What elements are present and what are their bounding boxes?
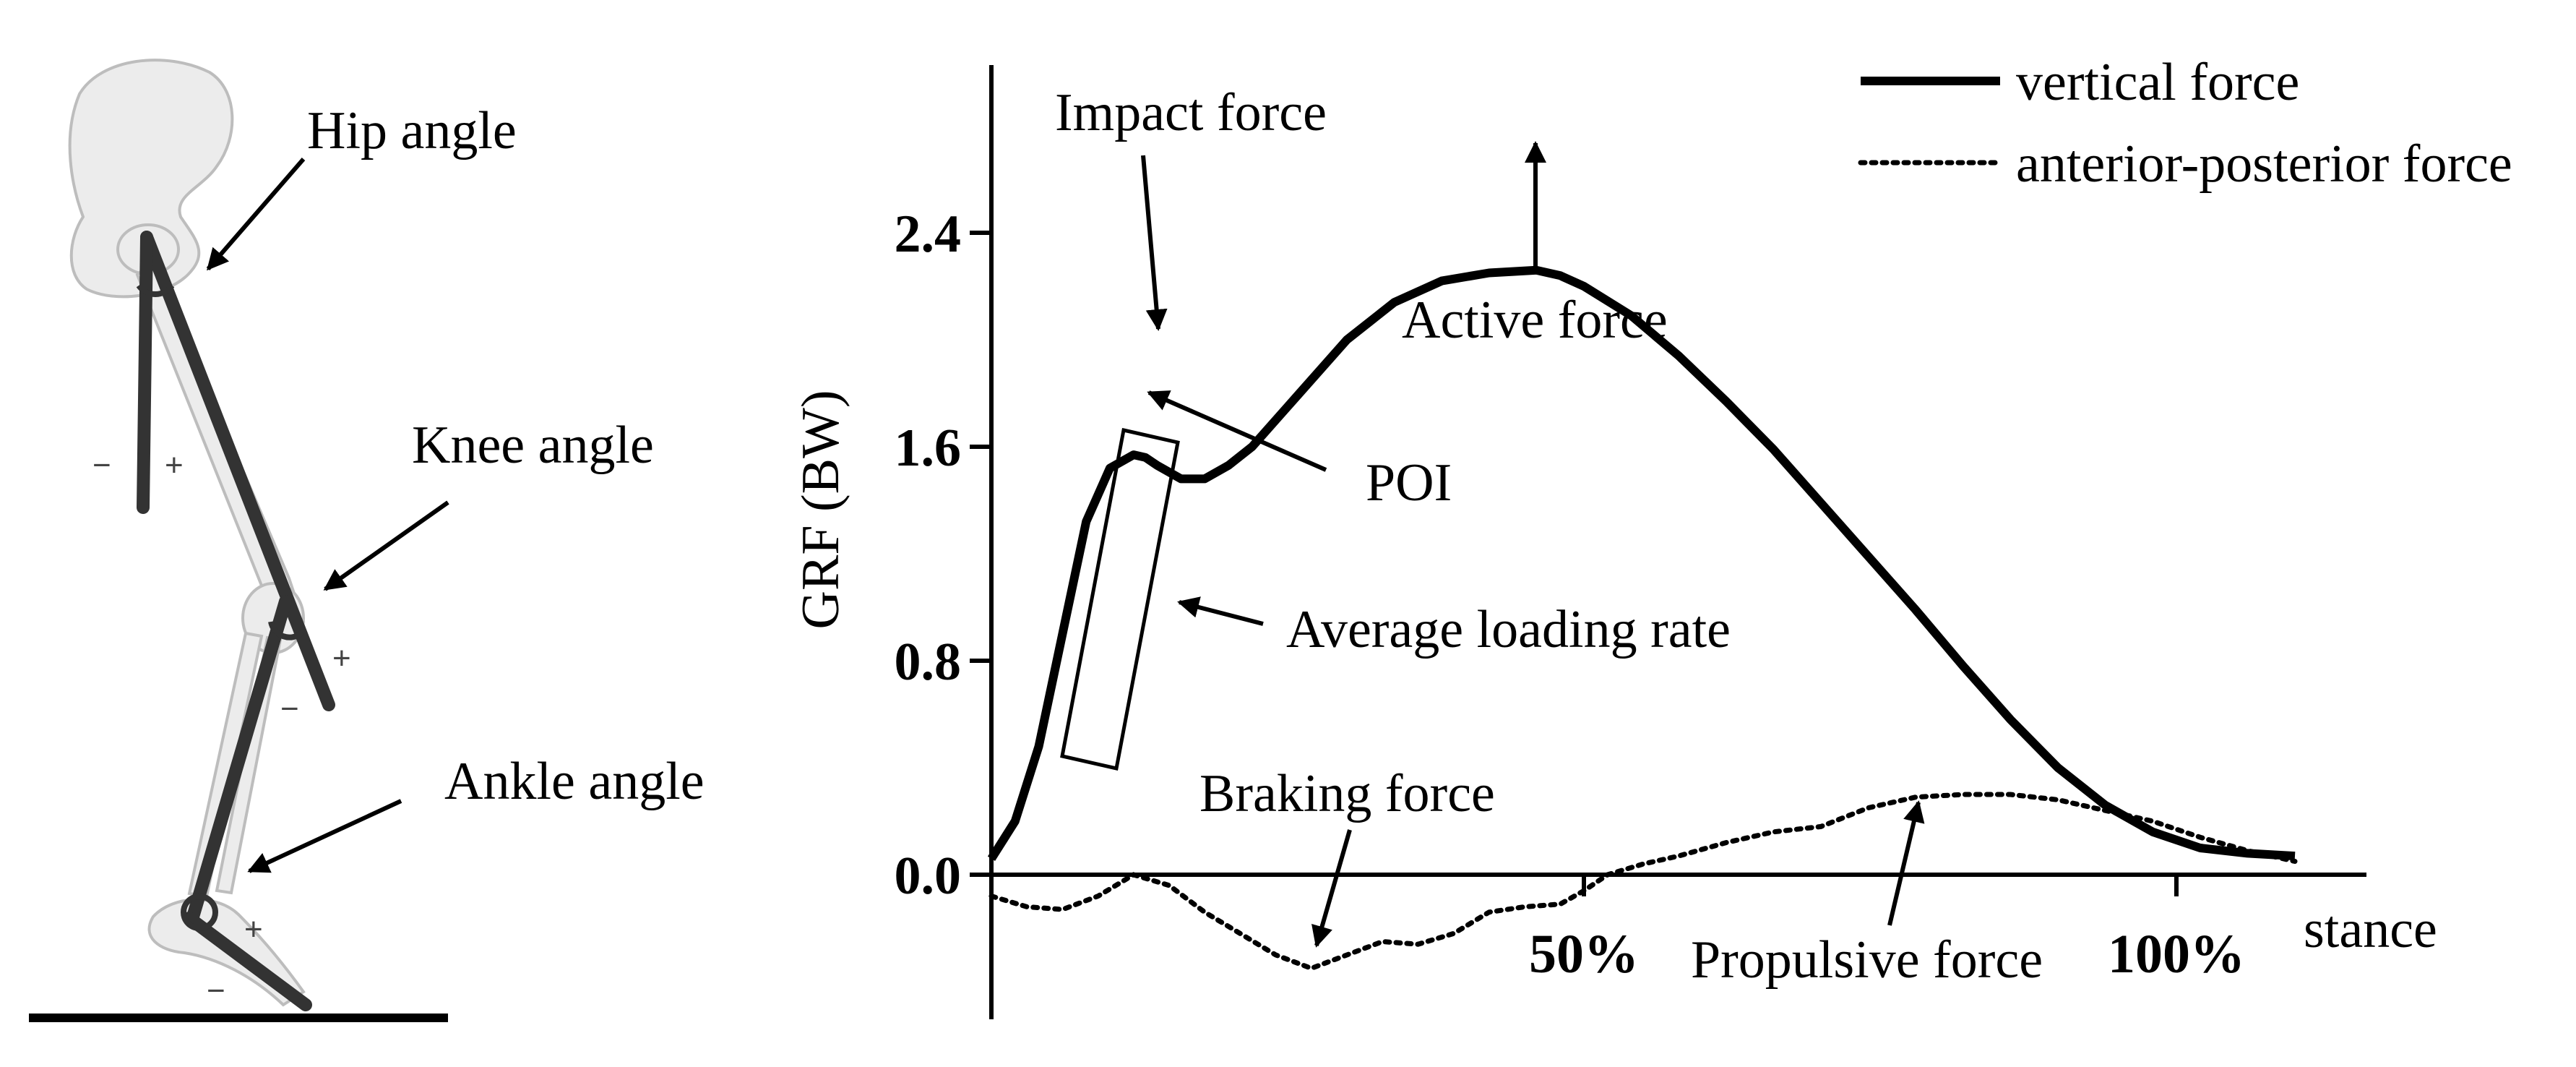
angle-signs: − + + − + − [92, 447, 351, 1008]
propulsive-force-label: Propulsive force [1691, 930, 2043, 990]
foot-segment [183, 912, 312, 1011]
limb-segments [137, 231, 335, 1011]
x-tick-label: 50% [1529, 924, 1639, 985]
y-axis-label: GRF (BW) [791, 390, 850, 630]
poi-arrow [1147, 390, 1327, 472]
y-tick-label: 0.0 [895, 847, 962, 906]
hip-minus-sign: − [92, 447, 111, 483]
legend-label-anterior-posterior-force: anterior-posterior force [2016, 134, 2512, 194]
knee-plus-sign: + [332, 640, 351, 676]
x-axis-label: stance [2304, 900, 2437, 959]
shank-segment [185, 595, 292, 928]
legend: vertical force anterior-posterior force [1858, 53, 2512, 194]
legend-label-vertical-force: vertical force [2016, 53, 2299, 112]
ankle-minus-sign: − [207, 973, 225, 1008]
hip-joint-arc [136, 283, 175, 297]
braking-force-label: Braking force [1199, 764, 1495, 823]
series-line-anterior-posterior-force [988, 792, 2298, 972]
propulsive-force-arrow [1887, 800, 1925, 926]
thigh-segment [140, 231, 335, 711]
impact-force-arrow [1141, 155, 1168, 331]
x-axis-ticks: 50% 100% [1529, 875, 2245, 985]
y-axis-ticks: 0.0 0.8 1.6 2.4 [895, 205, 991, 906]
average-loading-rate-box [1060, 427, 1180, 771]
braking-force-arrow [1311, 829, 1352, 948]
vertical-reference-line [137, 231, 153, 514]
ankle-angle-arrow [247, 799, 402, 873]
joint-markers [136, 283, 304, 931]
ankle-angle-label: Ankle angle [444, 752, 705, 811]
poi-label: POI [1366, 453, 1452, 513]
series-line-vertical-force [987, 265, 2296, 862]
grf-chart: 0.0 0.8 1.6 2.4 50% 100% GRF (BW) stance Imp… [791, 53, 2512, 1019]
hip-plus-sign: + [165, 447, 184, 483]
y-tick-label: 2.4 [895, 205, 962, 264]
knee-angle-label: Knee angle [412, 416, 654, 475]
average-loading-rate-arrow [1177, 596, 1264, 626]
average-loading-rate-label: Average loading rate [1286, 600, 1731, 659]
active-force-label: Active force [1402, 291, 1668, 350]
y-tick-label: 0.8 [895, 633, 962, 692]
ankle-plus-sign: + [244, 912, 263, 947]
y-tick-label: 1.6 [895, 419, 962, 478]
knee-joint-arc [268, 621, 304, 640]
hip-angle-arrow [206, 158, 306, 271]
knee-minus-sign: − [280, 691, 299, 727]
hip-angle-label: Hip angle [307, 101, 517, 160]
pelvis-bone [68, 59, 234, 299]
x-tick-label: 100% [2108, 924, 2245, 985]
joint-angle-labels: Hip angle Knee angle Ankle angle [206, 101, 705, 873]
skeleton-diagram: − + + − + − Hip angle Knee angle Ankle a… [29, 59, 705, 1022]
ankle-joint-circle [181, 894, 218, 931]
annotations: Impact force Active force POI Average lo… [1055, 83, 2043, 990]
knee-angle-arrow [323, 500, 449, 591]
impact-force-label: Impact force [1055, 83, 1327, 142]
